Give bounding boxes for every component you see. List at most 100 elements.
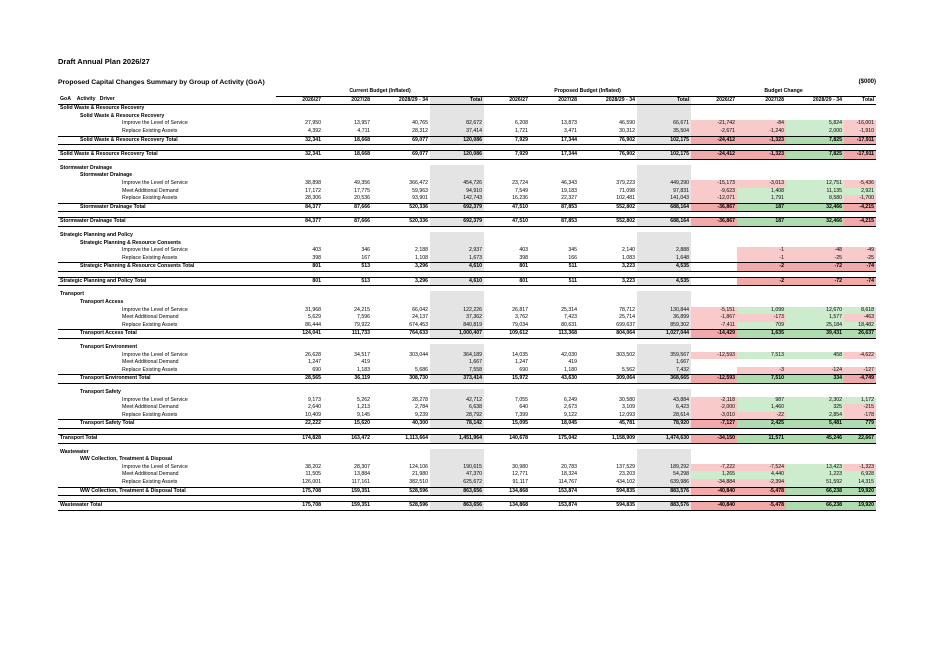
driver-label: Improve the Level of Service — [122, 179, 188, 186]
empty-cell — [691, 113, 737, 121]
value-cell: 130,844 — [637, 306, 692, 315]
proposed-y2-header: 2027/28 — [530, 96, 580, 106]
value-cell: 142,743 — [430, 195, 485, 204]
value-cell: 1,667 — [637, 359, 692, 367]
table-row: Solid Waste & Resource Recovery — [58, 112, 876, 121]
total-label: Solid Waste & Resource Recovery Total — [58, 135, 276, 146]
value-cell: 10,409 — [305, 411, 321, 418]
empty-cell — [530, 165, 579, 173]
value-cell: 692,379 — [430, 217, 485, 227]
value-cell: 13,884 — [354, 471, 370, 478]
value-cell: 3,223 — [579, 276, 638, 287]
table-row: Stormwater Drainage Total 84,377 87,666 520… — [58, 217, 877, 227]
value-cell: 1,408 — [737, 187, 787, 196]
value-cell: 37,414 — [430, 127, 485, 137]
empty-cell — [430, 389, 485, 397]
value-cell: -7,524 — [737, 463, 787, 472]
value-cell: 1,673 — [430, 254, 485, 263]
table-row: Meet Additional Demand 5,629 7,596 24,137 37… — [58, 314, 877, 322]
value-cell: 1,635 — [737, 329, 787, 340]
empty-cell — [530, 113, 579, 121]
empty-cell — [579, 291, 637, 299]
driver-label: Replace Existing Assets — [122, 411, 178, 418]
value-cell: 1,721 — [515, 127, 529, 134]
value-cell: 1,791 — [737, 195, 787, 204]
value-cell: 36,899 — [637, 314, 692, 322]
empty-cell — [579, 299, 637, 307]
goa-label: Strategic Planning and Policy — [60, 231, 133, 238]
value-cell: 359,567 — [637, 351, 692, 360]
driver-label: Meet Additional Demand — [122, 314, 179, 321]
value-cell: 175,042 — [530, 433, 580, 444]
value-cell: 87,666 — [323, 202, 372, 213]
value-cell: -1,323 — [844, 463, 877, 472]
value-cell: 7,929 — [484, 150, 531, 160]
activity-label: Transport Access — [80, 299, 124, 306]
value-cell: 1,577 — [786, 314, 845, 322]
value-cell: -12,593 — [691, 374, 738, 384]
value-cell: -12,071 — [691, 195, 738, 204]
change-y1-header: 2026/27 — [691, 96, 738, 106]
value-cell: 46,590 — [619, 120, 636, 127]
value-cell: 1,099 — [737, 306, 787, 315]
value-cell: 113,368 — [530, 329, 580, 340]
value-cell: 102,175 — [637, 150, 692, 160]
value-cell: 3,223 — [579, 262, 638, 272]
value-cell: 2,640 — [308, 404, 321, 411]
value-cell: 2,888 — [637, 247, 692, 255]
empty-cell — [530, 456, 579, 464]
empty-cell — [844, 456, 876, 464]
value-cell: 552,802 — [579, 202, 638, 213]
table-row: Solid Waste & Resource Recovery — [58, 104, 876, 113]
value-cell: -4,622 — [844, 351, 877, 360]
value-cell: 1,247 — [515, 359, 529, 366]
empty-cell — [530, 240, 579, 248]
empty-cell — [372, 344, 430, 352]
activity-label: Transport Safety — [80, 389, 121, 395]
value-cell: 28,278 — [412, 396, 428, 403]
value-cell: 625,672 — [430, 478, 485, 488]
empty-cell — [276, 456, 323, 464]
value-cell: 45,246 — [786, 433, 845, 444]
value-cell: 520,336 — [372, 217, 430, 227]
value-cell: 126,001 — [302, 478, 321, 485]
empty-cell — [691, 291, 737, 299]
driver-label: Replace Existing Assets — [122, 254, 178, 261]
value-cell: 78,712 — [619, 306, 636, 313]
value-cell: 28,307 — [354, 463, 370, 470]
value-cell — [691, 247, 737, 255]
value-cell: 6,928 — [844, 471, 877, 479]
empty-cell — [691, 456, 737, 464]
value-cell: 840,819 — [430, 321, 485, 330]
total-label: Transport Safety Total — [58, 419, 276, 429]
value-cell: 140,678 — [484, 433, 531, 444]
empty-cell — [430, 456, 485, 464]
driver-label: Meet Additional Demand — [122, 404, 179, 411]
empty-cell — [430, 344, 485, 352]
empty-cell — [484, 165, 530, 173]
total-label: Wastewater Total — [58, 501, 276, 511]
table-row: Transport Access Total 124,041 111,733 764,… — [58, 329, 877, 340]
value-cell: 5,262 — [357, 396, 370, 403]
value-cell: 141,043 — [637, 195, 692, 204]
value-cell: 153,874 — [530, 486, 580, 497]
empty-cell — [372, 165, 430, 173]
empty-cell — [844, 389, 876, 397]
value-cell: 86,444 — [305, 321, 321, 328]
value-cell: 11,505 — [305, 471, 321, 478]
empty-cell — [530, 299, 579, 307]
value-cell: 27,950 — [305, 120, 321, 127]
empty-cell — [276, 344, 323, 352]
value-cell: 5,824 — [786, 120, 845, 128]
empty-cell — [530, 344, 579, 352]
value-cell: 4,440 — [737, 471, 787, 479]
empty-cell — [484, 299, 530, 307]
value-cell: 166 — [568, 254, 578, 261]
empty-cell — [530, 232, 579, 240]
value-cell — [372, 359, 430, 367]
value-cell: -1,867 — [691, 314, 738, 322]
value-cell: -17,911 — [844, 150, 877, 160]
value-cell: 403 — [312, 247, 321, 254]
value-cell: 1,180 — [564, 366, 578, 373]
empty-cell — [786, 165, 844, 173]
